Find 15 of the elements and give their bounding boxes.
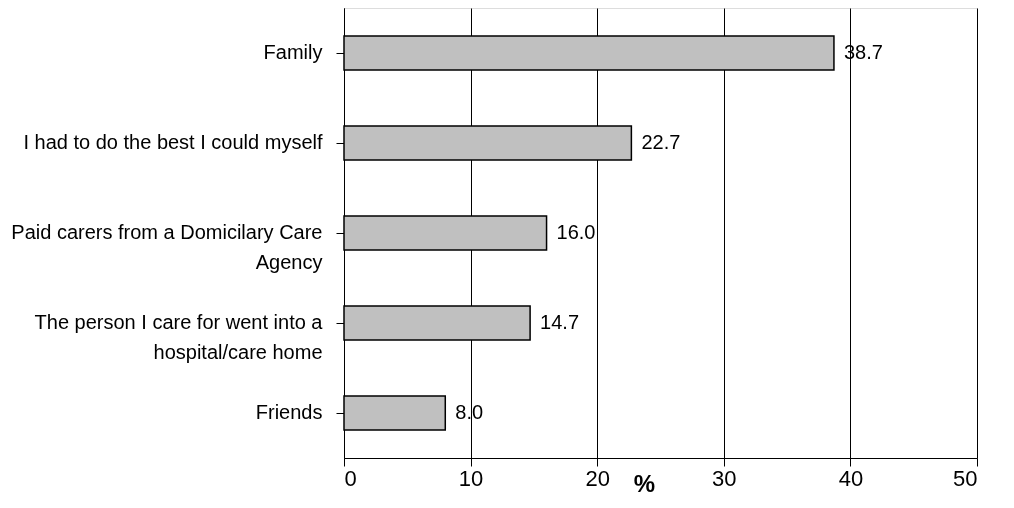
data-label: 16.0 <box>556 221 596 243</box>
x-tick-label: 10 <box>458 465 484 491</box>
data-label: 14.7 <box>540 311 580 333</box>
y-tick-label: I had to do the best I could myself <box>23 131 323 153</box>
x-tick-label: 30 <box>712 465 737 491</box>
x-axis-title: % <box>633 469 656 497</box>
x-tick-label: 0 <box>344 465 357 491</box>
y-tick-label: Friends <box>255 401 323 423</box>
y-tick-label: Family <box>263 41 323 63</box>
x-tick-label: 40 <box>838 465 864 491</box>
x-tick-label: 50 <box>953 465 978 491</box>
data-label: 22.7 <box>641 131 681 153</box>
y-tick-label: Paid carers from a Domicilary Care Agency <box>11 221 323 273</box>
x-tick-label: 20 <box>585 465 610 491</box>
y-tick-label: The person I care for went into a hospital/care home <box>34 311 324 363</box>
